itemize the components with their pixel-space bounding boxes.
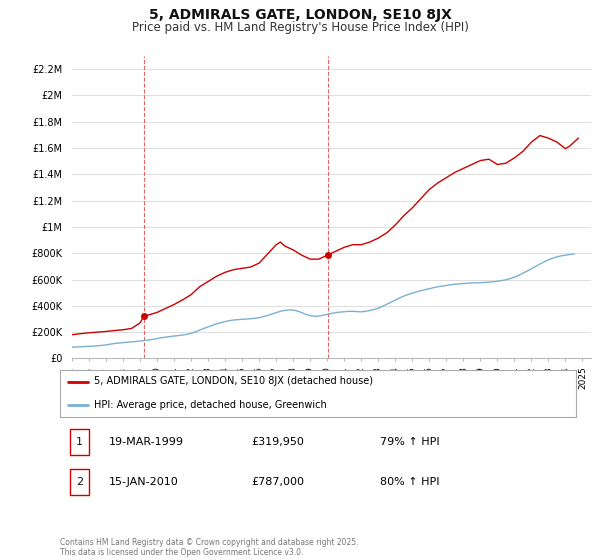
Text: £319,950: £319,950 [251, 437, 304, 447]
Text: 19-MAR-1999: 19-MAR-1999 [109, 437, 184, 447]
FancyBboxPatch shape [70, 430, 89, 455]
Text: 5, ADMIRALS GATE, LONDON, SE10 8JX (detached house): 5, ADMIRALS GATE, LONDON, SE10 8JX (deta… [94, 376, 373, 386]
Text: 5, ADMIRALS GATE, LONDON, SE10 8JX: 5, ADMIRALS GATE, LONDON, SE10 8JX [149, 8, 451, 22]
Text: HPI: Average price, detached house, Greenwich: HPI: Average price, detached house, Gree… [94, 400, 326, 410]
Text: 2: 2 [76, 477, 83, 487]
Text: 1: 1 [76, 437, 83, 447]
Text: 80% ↑ HPI: 80% ↑ HPI [380, 477, 439, 487]
Text: 79% ↑ HPI: 79% ↑ HPI [380, 437, 440, 447]
Text: 15-JAN-2010: 15-JAN-2010 [109, 477, 179, 487]
Text: Price paid vs. HM Land Registry's House Price Index (HPI): Price paid vs. HM Land Registry's House … [131, 21, 469, 34]
Text: £787,000: £787,000 [251, 477, 304, 487]
Text: Contains HM Land Registry data © Crown copyright and database right 2025.
This d: Contains HM Land Registry data © Crown c… [60, 538, 359, 557]
FancyBboxPatch shape [70, 469, 89, 495]
